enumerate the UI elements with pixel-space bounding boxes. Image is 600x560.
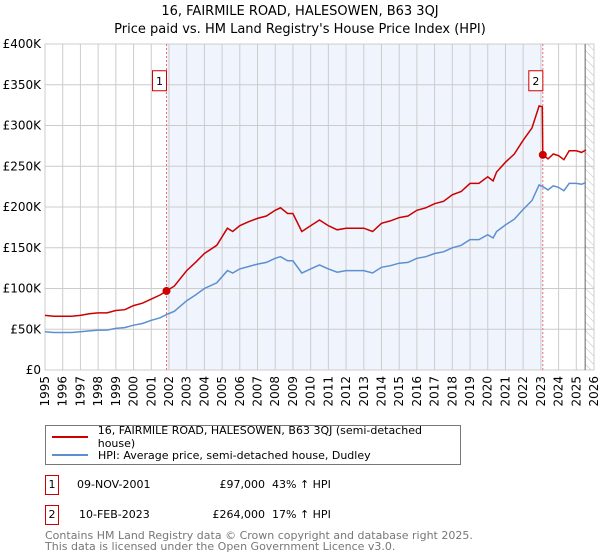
chart-plot: £0 £50K £100K £150K £200K £250K £300K £350K £400…	[3, 37, 600, 407]
x-tick-label: 2011	[321, 376, 335, 407]
x-tick-label: 2024	[552, 376, 566, 407]
x-tick-label: 2026	[587, 376, 600, 407]
x-tick-label: 2002	[162, 376, 176, 407]
x-tick-label: 1995	[38, 376, 52, 407]
y-tick-label: £100K	[3, 282, 43, 296]
sale-marker-label: 1	[45, 475, 59, 495]
legend-swatch-red	[52, 436, 88, 438]
legend-item-hpi: HPI: Average price, semi-detached house,…	[46, 446, 371, 464]
sale-row: 2 10-FEB-2023 £264,000 17% ↑ HPI	[45, 505, 465, 525]
legend: 16, FAIRMILE ROAD, HALESOWEN, B63 3QJ (s…	[45, 424, 461, 465]
sale-row: 1 09-NOV-2001 £97,000 43% ↑ HPI	[45, 475, 465, 495]
sale-date: 10-FEB-2023	[79, 508, 150, 521]
legend-label: 16, FAIRMILE ROAD, HALESOWEN, B63 3QJ (s…	[97, 424, 422, 450]
sale-marker-box	[151, 70, 167, 92]
x-tick-label: 2021	[498, 376, 512, 407]
chart-title: 16, FAIRMILE ROAD, HALESOWEN, B63 3QJ	[161, 4, 439, 19]
x-tick-label: 2003	[180, 376, 194, 407]
y-tick-label: £250K	[3, 159, 43, 173]
x-tick-label: 2008	[268, 376, 282, 407]
chart-subtitle: Price paid vs. HM Land Registry's House …	[114, 22, 486, 37]
x-tick-label: 2025	[569, 376, 583, 407]
sale-point	[162, 286, 171, 295]
legend-item-property: 16, FAIRMILE ROAD, HALESOWEN, B63 3QJ (s…	[46, 424, 460, 450]
x-tick-label: 2023	[534, 376, 548, 407]
x-tick-label: 2012	[339, 376, 353, 407]
y-tick-label: £50K	[10, 322, 42, 336]
sale-price: £97,000	[219, 478, 266, 491]
sale-marker-label: 1	[156, 75, 163, 88]
legend-swatch-blue	[52, 454, 88, 456]
x-tick-label: 2016	[410, 376, 424, 407]
y-tick-label: £300K	[3, 119, 43, 133]
x-tick-label: 2013	[357, 376, 371, 407]
x-tick-label: 1996	[56, 376, 70, 407]
x-tick-label: 2005	[215, 376, 229, 407]
x-tick-label: 2000	[127, 376, 141, 407]
sale-hpi-change: 17% ↑ HPI	[272, 508, 331, 521]
x-tick-label: 1999	[109, 376, 123, 407]
footer-licence: This data is licensed under the Open Gov…	[45, 540, 396, 553]
sale-date: 09-NOV-2001	[77, 478, 151, 491]
sale-marker-label: 2	[532, 75, 539, 88]
footer-copyright: Contains HM Land Registry data © Crown c…	[45, 529, 473, 542]
x-tick-label: 2022	[516, 376, 530, 407]
x-tick-label: 2015	[392, 376, 406, 407]
y-tick-label: £400K	[3, 37, 43, 51]
x-tick-label: 2014	[374, 376, 388, 407]
sale-price: £264,000	[212, 508, 266, 521]
sale-point	[538, 150, 547, 159]
x-tick-label: 2020	[481, 376, 495, 407]
x-tick-label: 2004	[197, 376, 211, 407]
plot-border	[44, 43, 595, 371]
x-tick-label: 2018	[445, 376, 459, 407]
sale-marker-label: 2	[45, 505, 59, 525]
y-tick-label: £350K	[3, 78, 43, 92]
x-tick-label: 2001	[144, 376, 158, 407]
y-tick-label: £150K	[3, 241, 43, 255]
y-tick-label: £0	[26, 363, 41, 377]
x-tick-label: 2007	[251, 376, 265, 407]
legend-label: HPI: Average price, semi-detached house,…	[98, 448, 371, 462]
x-tick-label: 2009	[286, 376, 300, 407]
sale-marker-box	[528, 70, 544, 92]
property-price-line	[44, 104, 587, 317]
footer: Contains HM Land Registry data © Crown c…	[45, 530, 473, 552]
y-tick-label: £200K	[3, 200, 43, 214]
x-tick-label: 2006	[233, 376, 247, 407]
x-tick-label: 1998	[91, 376, 105, 407]
hpi-line	[44, 181, 587, 334]
x-tick-label: 2019	[463, 376, 477, 407]
sale-hpi-change: 43% ↑ HPI	[272, 478, 331, 491]
x-tick-label: 1997	[73, 376, 87, 407]
x-tick-label: 2017	[428, 376, 442, 407]
x-tick-label: 2010	[304, 376, 318, 407]
